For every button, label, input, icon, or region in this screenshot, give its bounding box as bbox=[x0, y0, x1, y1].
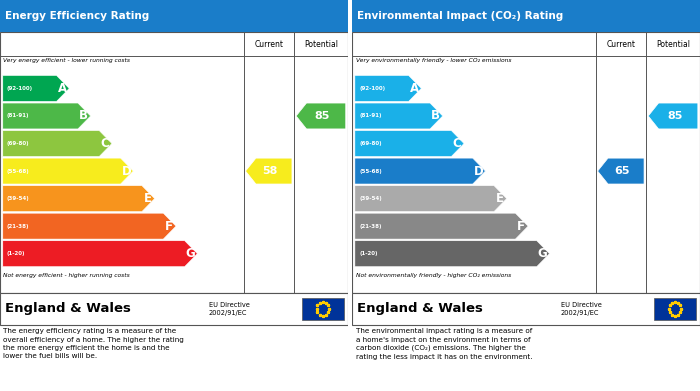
Text: A: A bbox=[57, 82, 66, 95]
Text: Not environmentally friendly - higher CO₂ emissions: Not environmentally friendly - higher CO… bbox=[356, 273, 511, 278]
Polygon shape bbox=[355, 186, 507, 212]
Text: (55-68): (55-68) bbox=[7, 169, 29, 174]
Polygon shape bbox=[355, 213, 528, 239]
Text: (1-20): (1-20) bbox=[359, 251, 377, 256]
Text: Very energy efficient - lower running costs: Very energy efficient - lower running co… bbox=[4, 58, 130, 63]
Polygon shape bbox=[355, 75, 421, 101]
Polygon shape bbox=[3, 213, 176, 239]
Text: (69-80): (69-80) bbox=[7, 141, 29, 146]
Text: C: C bbox=[101, 137, 109, 150]
Polygon shape bbox=[3, 241, 197, 267]
Text: (39-54): (39-54) bbox=[359, 196, 382, 201]
Text: D: D bbox=[121, 165, 131, 178]
Text: Not energy efficient - higher running costs: Not energy efficient - higher running co… bbox=[4, 273, 130, 278]
Text: (81-91): (81-91) bbox=[7, 113, 29, 118]
Text: Energy Efficiency Rating: Energy Efficiency Rating bbox=[5, 11, 150, 21]
Text: EU Directive
2002/91/EC: EU Directive 2002/91/EC bbox=[561, 302, 602, 316]
Text: England & Wales: England & Wales bbox=[5, 302, 131, 316]
Bar bbox=[0, 0, 348, 32]
Text: Very environmentally friendly - lower CO₂ emissions: Very environmentally friendly - lower CO… bbox=[356, 58, 511, 63]
Text: The energy efficiency rating is a measure of the
overall efficiency of a home. T: The energy efficiency rating is a measur… bbox=[4, 328, 184, 359]
Text: G: G bbox=[186, 247, 195, 260]
Bar bbox=[352, 32, 700, 293]
Text: B: B bbox=[79, 109, 88, 122]
Bar bbox=[654, 298, 696, 320]
Bar bbox=[0, 32, 348, 293]
Text: 85: 85 bbox=[315, 111, 330, 121]
Text: C: C bbox=[453, 137, 461, 150]
Text: E: E bbox=[496, 192, 504, 205]
Bar bbox=[0, 293, 348, 325]
Text: A: A bbox=[410, 82, 419, 95]
Polygon shape bbox=[296, 103, 346, 129]
Polygon shape bbox=[3, 103, 90, 129]
Text: 65: 65 bbox=[615, 166, 630, 176]
Text: (55-68): (55-68) bbox=[359, 169, 382, 174]
Polygon shape bbox=[598, 158, 644, 184]
Bar bbox=[302, 298, 344, 320]
Polygon shape bbox=[3, 186, 155, 212]
Polygon shape bbox=[3, 131, 112, 156]
Text: (92-100): (92-100) bbox=[7, 86, 33, 91]
Text: (69-80): (69-80) bbox=[359, 141, 382, 146]
Text: D: D bbox=[473, 165, 483, 178]
Text: EU Directive
2002/91/EC: EU Directive 2002/91/EC bbox=[209, 302, 250, 316]
Text: Current: Current bbox=[254, 39, 284, 49]
Polygon shape bbox=[3, 75, 69, 101]
Text: (81-91): (81-91) bbox=[359, 113, 382, 118]
Polygon shape bbox=[355, 158, 485, 184]
Text: Environmental Impact (CO₂) Rating: Environmental Impact (CO₂) Rating bbox=[357, 11, 564, 21]
Polygon shape bbox=[355, 131, 464, 156]
Text: (1-20): (1-20) bbox=[7, 251, 25, 256]
Text: The environmental impact rating is a measure of
a home's impact on the environme: The environmental impact rating is a mea… bbox=[356, 328, 532, 360]
Text: B: B bbox=[431, 109, 440, 122]
Text: (92-100): (92-100) bbox=[359, 86, 385, 91]
Text: F: F bbox=[165, 220, 173, 233]
Polygon shape bbox=[3, 158, 133, 184]
Bar bbox=[352, 293, 700, 325]
Text: F: F bbox=[517, 220, 525, 233]
Text: Potential: Potential bbox=[656, 39, 690, 49]
Text: G: G bbox=[538, 247, 547, 260]
Text: 85: 85 bbox=[667, 111, 682, 121]
Text: (21-38): (21-38) bbox=[7, 224, 29, 229]
Text: England & Wales: England & Wales bbox=[357, 302, 483, 316]
Polygon shape bbox=[648, 103, 698, 129]
Text: E: E bbox=[144, 192, 152, 205]
Polygon shape bbox=[246, 158, 292, 184]
Polygon shape bbox=[355, 103, 442, 129]
Bar bbox=[352, 0, 700, 32]
Text: (39-54): (39-54) bbox=[7, 196, 29, 201]
Text: Current: Current bbox=[606, 39, 636, 49]
Text: (21-38): (21-38) bbox=[359, 224, 382, 229]
Polygon shape bbox=[355, 241, 550, 267]
Text: Potential: Potential bbox=[304, 39, 338, 49]
Text: 58: 58 bbox=[262, 166, 278, 176]
